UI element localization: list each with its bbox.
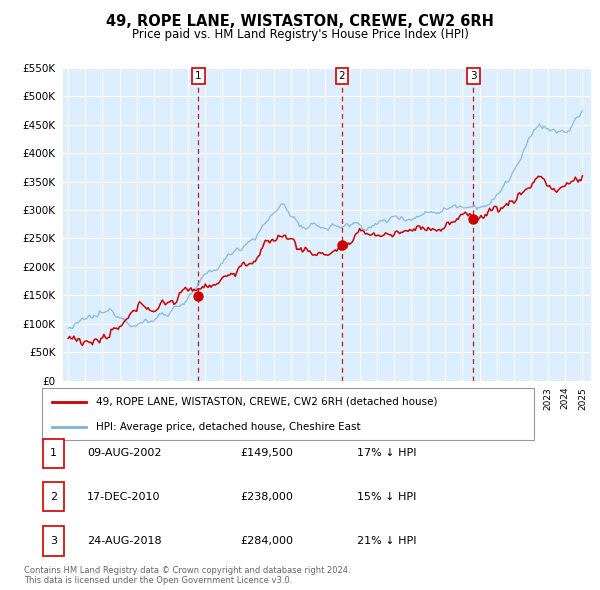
Text: 49, ROPE LANE, WISTASTON, CREWE, CW2 6RH: 49, ROPE LANE, WISTASTON, CREWE, CW2 6RH (106, 14, 494, 28)
FancyBboxPatch shape (43, 482, 64, 512)
Text: Contains HM Land Registry data © Crown copyright and database right 2024.
This d: Contains HM Land Registry data © Crown c… (24, 566, 350, 585)
Text: HPI: Average price, detached house, Cheshire East: HPI: Average price, detached house, Ches… (96, 422, 361, 431)
Text: 21% ↓ HPI: 21% ↓ HPI (357, 536, 416, 546)
Text: 17% ↓ HPI: 17% ↓ HPI (357, 448, 416, 458)
FancyBboxPatch shape (42, 388, 534, 440)
Text: 17-DEC-2010: 17-DEC-2010 (87, 492, 161, 502)
Text: 09-AUG-2002: 09-AUG-2002 (87, 448, 161, 458)
Text: 3: 3 (50, 536, 57, 546)
Text: 2: 2 (50, 492, 57, 502)
Text: 1: 1 (195, 71, 202, 81)
Text: £284,000: £284,000 (240, 536, 293, 546)
Text: 49, ROPE LANE, WISTASTON, CREWE, CW2 6RH (detached house): 49, ROPE LANE, WISTASTON, CREWE, CW2 6RH… (96, 396, 437, 407)
Text: 3: 3 (470, 71, 477, 81)
Text: £238,000: £238,000 (240, 492, 293, 502)
FancyBboxPatch shape (43, 526, 64, 556)
Text: £149,500: £149,500 (240, 448, 293, 458)
Text: Price paid vs. HM Land Registry's House Price Index (HPI): Price paid vs. HM Land Registry's House … (131, 28, 469, 41)
Text: 2: 2 (338, 71, 345, 81)
FancyBboxPatch shape (43, 438, 64, 468)
Text: 15% ↓ HPI: 15% ↓ HPI (357, 492, 416, 502)
Text: 1: 1 (50, 448, 57, 458)
Text: 24-AUG-2018: 24-AUG-2018 (87, 536, 161, 546)
